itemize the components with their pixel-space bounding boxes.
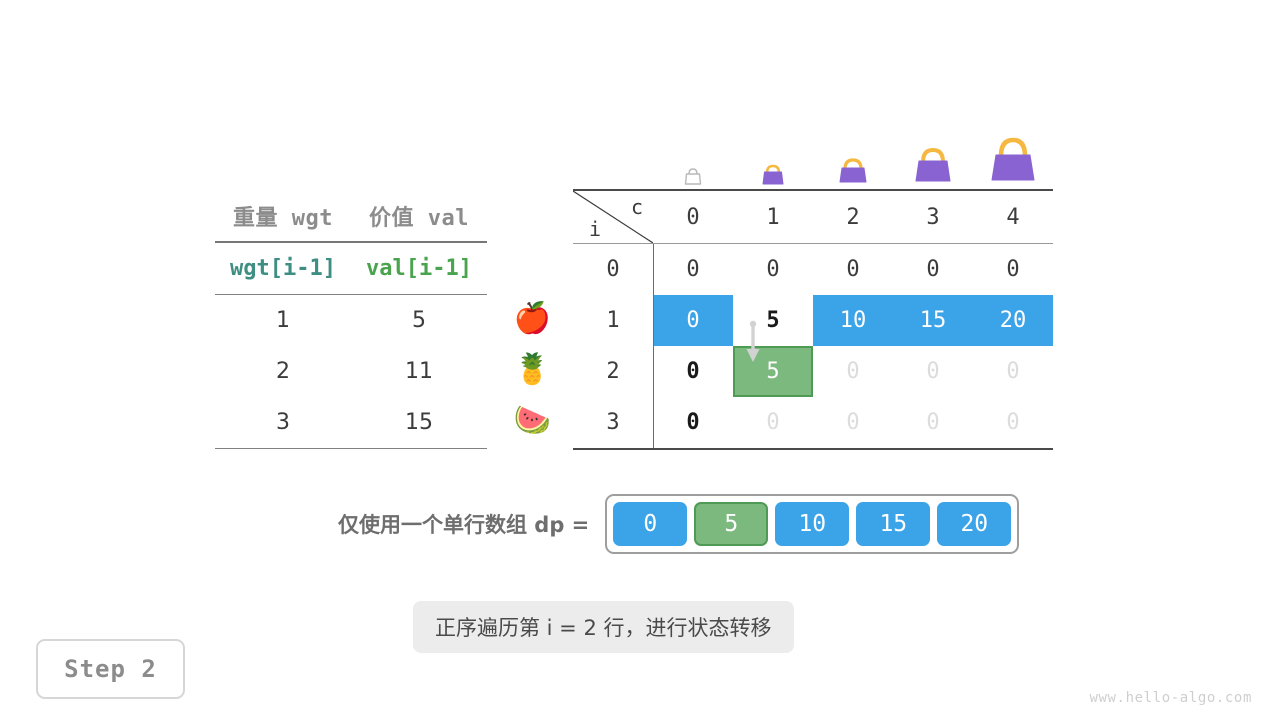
item-fruit-column: 🍎 🍍 🍉 (505, 293, 560, 446)
dp-header-row: c i 0 1 2 3 4 (573, 191, 1053, 243)
dp-corner-cell: c i (573, 191, 653, 243)
dp-array-cell-0: 0 (613, 502, 688, 546)
highlight-cell-green (733, 346, 813, 397)
bag-icon-capacity-3 (893, 118, 973, 188)
dp-row-i0: 0 0 0 0 0 0 (573, 244, 1053, 295)
dp-row-axis-label: i (589, 217, 602, 241)
dp-row-index: 3 (606, 410, 620, 435)
dp-cell-0-0: 0 (686, 257, 700, 282)
table-row: 2 11 (215, 346, 487, 397)
dp-cell-0-4: 0 (1006, 257, 1020, 282)
watermark: www.hello-algo.com (1089, 690, 1252, 706)
cell-val: 15 (405, 410, 433, 435)
dp-col-header-0: 0 (686, 204, 700, 230)
watermelon-icon: 🍉 (513, 402, 552, 438)
cell-val: 5 (412, 308, 426, 333)
subheader-wgt-expr: wgt[i-1] (230, 256, 336, 281)
cell-val: 11 (405, 359, 433, 384)
step-caption: 正序遍历第 i = 2 行，进行状态转移 (413, 601, 794, 653)
dp-cell-2-3: 0 (926, 359, 940, 384)
dp-col-header-1: 1 (766, 204, 780, 230)
highlight-band-blue-c0 (653, 295, 733, 346)
cell-wgt: 2 (276, 359, 290, 384)
dp-cell-1-4: 20 (999, 308, 1027, 333)
dp-cell-2-0: 0 (686, 359, 700, 384)
divider (573, 243, 1053, 244)
dp-cell-3-3: 0 (926, 410, 940, 435)
dp-cell-2-1: 5 (766, 359, 780, 384)
divider (215, 448, 487, 449)
dp-row-i3: 3 0 0 0 0 0 (573, 397, 1053, 448)
dp-array-container: 0 5 10 15 20 (605, 494, 1020, 554)
dp-cell-3-1: 0 (766, 410, 780, 435)
table-row: 3 15 (215, 397, 487, 448)
dp-row-i1: 1 0 5 10 15 20 (573, 295, 1053, 346)
dp-row-index: 1 (606, 308, 620, 333)
highlight-band-blue-c2-c4 (813, 295, 1053, 346)
bag-icon-capacity-0 (653, 118, 733, 188)
left-table-header-row: 重量 wgt 价值 val (215, 190, 487, 241)
dp-column-headers: 0 1 2 3 4 (653, 191, 1053, 243)
bag-icon-capacity-1 (733, 118, 813, 188)
dp-array-cell-3: 15 (856, 502, 931, 546)
dp-array-cell-1: 5 (694, 502, 769, 546)
subheader-val-expr: val[i-1] (366, 256, 472, 281)
dp-table-body: 0 0 0 0 0 0 1 0 5 10 15 20 2 0 5 (573, 244, 1053, 448)
dp-cell-1-2: 10 (839, 308, 867, 333)
dp-cell-1-1: 5 (766, 308, 780, 333)
dp-array-cell-4: 20 (937, 502, 1012, 546)
dp-cell-3-0: 0 (686, 410, 700, 435)
bag-capacity-icon-row (653, 118, 1053, 188)
dp-row-index: 0 (606, 257, 620, 282)
dp-cell-1-3: 15 (919, 308, 947, 333)
table-row: 1 5 (215, 295, 487, 346)
divider (215, 294, 487, 295)
dp-array-cell-2: 10 (775, 502, 850, 546)
left-table-subheader-row: wgt[i-1] val[i-1] (215, 243, 487, 294)
apple-icon: 🍎 (513, 300, 552, 336)
header-weight: 重量 wgt (233, 205, 333, 231)
divider (573, 448, 1053, 450)
dp-col-header-4: 4 (1006, 204, 1020, 230)
cell-wgt: 3 (276, 410, 290, 435)
bag-icon-capacity-4 (973, 118, 1053, 188)
divider (215, 241, 487, 243)
dp-cell-3-2: 0 (846, 410, 860, 435)
item-weight-value-table: 重量 wgt 价值 val wgt[i-1] val[i-1] 1 5 2 11… (215, 190, 487, 449)
bag-icon-capacity-2 (813, 118, 893, 188)
step-badge: Step 2 (36, 639, 185, 699)
dp-cell-3-4: 0 (1006, 410, 1020, 435)
dp-cell-0-2: 0 (846, 257, 860, 282)
header-value: 价值 val (369, 205, 469, 231)
pineapple-icon: 🍍 (513, 351, 552, 387)
dp-index-divider (653, 244, 654, 448)
dp-single-array-section: 仅使用一个单行数组 dp = 0 5 10 15 20 (338, 494, 1020, 554)
dp-cell-2-2: 0 (846, 359, 860, 384)
dp-cell-0-3: 0 (926, 257, 940, 282)
divider (573, 189, 1053, 191)
dp-array-label: 仅使用一个单行数组 dp = (338, 513, 590, 537)
dp-cell-0-1: 0 (766, 257, 780, 282)
cell-wgt: 1 (276, 308, 290, 333)
dp-row-i2: 2 0 5 0 0 0 (573, 346, 1053, 397)
dp-row-index: 2 (606, 359, 620, 384)
dp-col-axis-label: c (630, 195, 643, 219)
dp-cell-1-0: 0 (686, 308, 700, 333)
dp-col-header-3: 3 (926, 204, 940, 230)
dp-matrix-table: c i 0 1 2 3 4 0 0 0 0 (573, 189, 1053, 450)
dp-col-header-2: 2 (846, 204, 860, 230)
dp-cell-2-4: 0 (1006, 359, 1020, 384)
